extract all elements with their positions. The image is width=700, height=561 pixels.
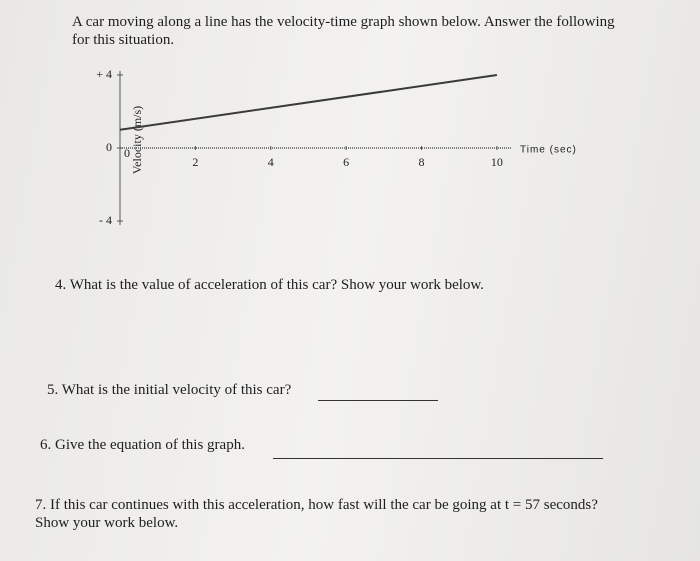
question: 6. Give the equation of this graph.	[40, 437, 245, 453]
y-tick-label: - 4	[99, 213, 112, 227]
question: 7. If this car continues with this accel…	[35, 497, 598, 531]
x-tick-label: 0	[124, 146, 130, 160]
x-axis-label: Time (sec)	[520, 145, 577, 156]
x-tick-label: 10	[491, 155, 503, 169]
chart: Velocity (m/s) Time (sec) + 4 0 - 4 0 2 4 6 8 10	[96, 67, 577, 227]
y-tick-label: 0	[106, 140, 112, 154]
x-tick-label: 6	[343, 155, 349, 169]
x-tick-label: 8	[419, 155, 425, 169]
y-tick-label: + 4	[96, 67, 112, 81]
question: 4. What is the value of acceleration of …	[55, 277, 485, 293]
data-line	[119, 74, 498, 131]
answer-line	[273, 458, 603, 459]
intro: A car moving along a line has the veloci…	[72, 14, 615, 48]
y-axis-label: Velocity (m/s)	[130, 106, 144, 174]
x-tick-label: 2	[192, 155, 198, 169]
answer-line	[318, 400, 438, 401]
x-tick-label: 4	[268, 155, 274, 169]
question: 5. What is the initial velocity of this …	[47, 382, 292, 398]
